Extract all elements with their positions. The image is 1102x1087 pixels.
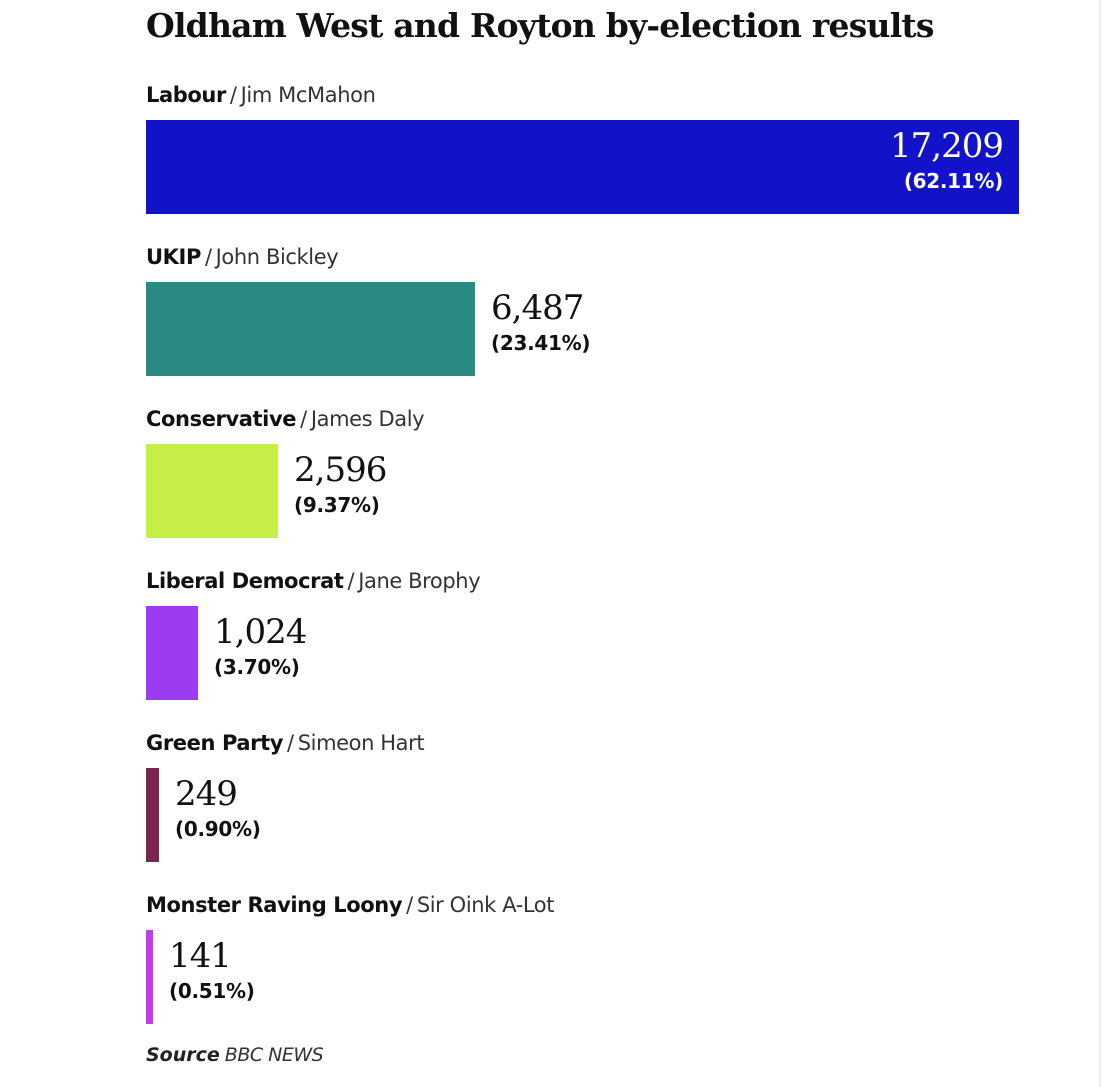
vote-percent: (9.37%) (294, 493, 380, 517)
party-name: Monster Raving Loony (146, 893, 403, 917)
party-row: Liberal Democrat / Jane Brophy 1,024 (3.70%) (146, 564, 1019, 726)
party-name: Liberal Democrat (146, 569, 344, 593)
row-label: UKIP / John Bickley (146, 240, 339, 274)
chart-title: Oldham West and Royton by-election resul… (146, 6, 934, 45)
candidate-name: Jim McMahon (240, 83, 376, 107)
vote-count: 249 (175, 774, 238, 814)
label-separator: / (300, 407, 307, 431)
value-label: 249 (0.90%) (175, 772, 261, 842)
vote-count: 1,024 (214, 612, 307, 652)
vote-bar (146, 930, 153, 1024)
party-name: Green Party (146, 731, 284, 755)
candidate-name: James Daly (310, 407, 425, 431)
vote-percent: (0.51%) (169, 979, 255, 1003)
row-label: Monster Raving Loony / Sir Oink A-Lot (146, 888, 554, 922)
vote-percent: (3.70%) (214, 655, 300, 679)
party-row: UKIP / John Bickley 6,487 (23.41%) (146, 240, 1019, 402)
right-border (1099, 0, 1101, 1087)
party-name: Conservative (146, 407, 297, 431)
bar-chart: Labour / Jim McMahon 17,209 (62.11%) UKIP / Joh… (146, 78, 1019, 1050)
vote-count: 2,596 (294, 450, 387, 490)
value-label: 17,209 (62.11%) (890, 124, 1004, 194)
vote-count: 17,209 (890, 126, 1004, 166)
candidate-name: Sir Oink A-Lot (416, 893, 555, 917)
label-separator: / (204, 245, 212, 269)
party-name: Labour (146, 83, 226, 107)
vote-bar (146, 768, 159, 862)
vote-count: 141 (169, 936, 232, 976)
source-label: Source (146, 1044, 220, 1066)
label-separator: / (287, 731, 294, 755)
party-name: UKIP (146, 245, 201, 269)
party-row: Conservative / James Daly 2,596 (9.37%) (146, 402, 1019, 564)
vote-count: 6,487 (491, 288, 584, 328)
candidate-name: Simeon Hart (297, 731, 425, 755)
value-label: 6,487 (23.41%) (491, 286, 590, 356)
row-label: Labour / Jim McMahon (146, 78, 376, 112)
candidate-name: John Bickley (215, 245, 339, 269)
vote-bar (146, 606, 198, 700)
value-label: 1,024 (3.70%) (214, 610, 307, 680)
party-row: Monster Raving Loony / Sir Oink A-Lot 141 (0… (146, 888, 1019, 1050)
row-label: Green Party / Simeon Hart (146, 726, 425, 760)
label-separator: / (406, 893, 413, 917)
vote-bar (146, 444, 278, 538)
row-label: Conservative / James Daly (146, 402, 425, 436)
label-separator: / (229, 83, 237, 107)
source-note: Source BBC NEWS (146, 1039, 324, 1071)
party-row: Green Party / Simeon Hart 249 (0.90%) (146, 726, 1019, 888)
vote-percent: (23.41%) (491, 331, 591, 355)
row-label: Liberal Democrat / Jane Brophy (146, 564, 481, 598)
value-label: 141 (0.51%) (169, 934, 255, 1004)
value-label: 2,596 (9.37%) (294, 448, 387, 518)
candidate-name: Jane Brophy (358, 569, 481, 593)
vote-bar (146, 120, 1019, 214)
label-separator: / (347, 569, 355, 593)
party-row: Labour / Jim McMahon 17,209 (62.11%) (146, 78, 1019, 240)
vote-bar (146, 282, 475, 376)
vote-percent: (62.11%) (903, 169, 1003, 193)
source-name: BBC NEWS (224, 1044, 324, 1066)
vote-percent: (0.90%) (175, 817, 261, 841)
